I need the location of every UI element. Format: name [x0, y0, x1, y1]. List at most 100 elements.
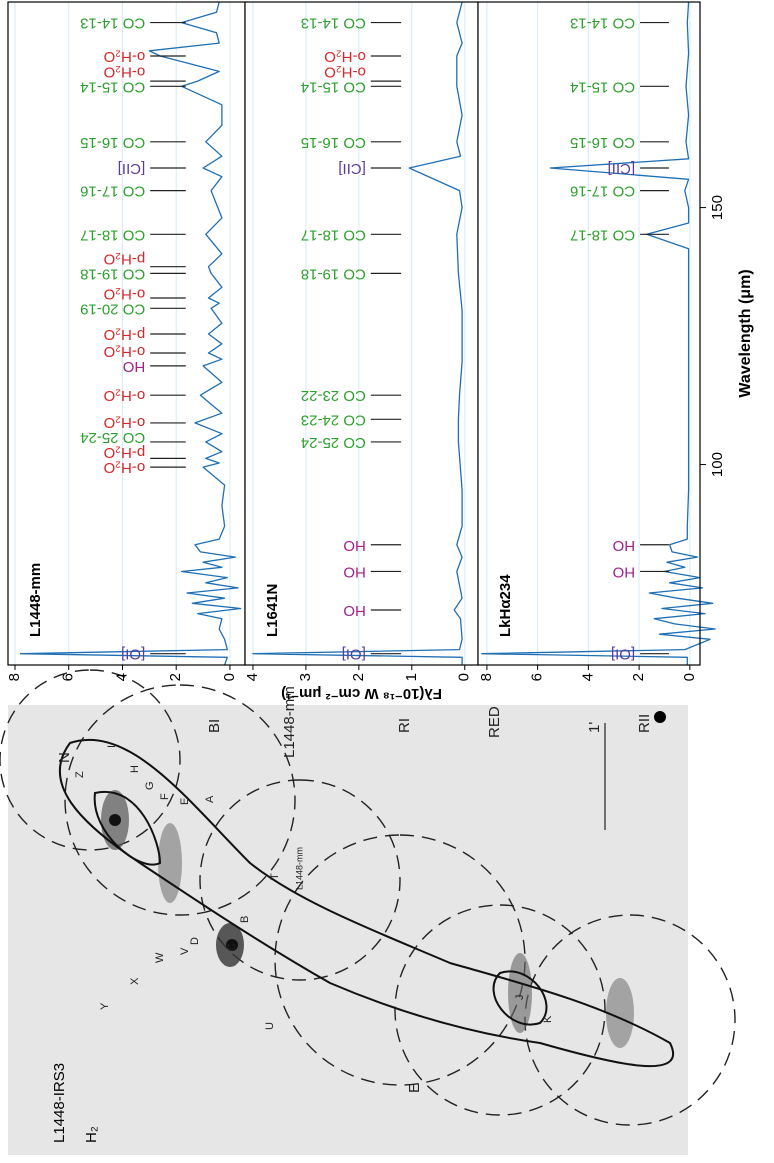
- y-tick-label: 6: [529, 673, 546, 681]
- line-label: [OI]: [121, 646, 145, 663]
- line-label: CO 19-18: [301, 265, 366, 282]
- line-label: CO 17-16: [570, 183, 635, 200]
- map-label: A: [204, 795, 216, 803]
- line-label: CO 17-16: [80, 183, 145, 200]
- line-label: CO 14-13: [80, 15, 145, 32]
- map-subtitle: H₂: [83, 1126, 100, 1143]
- map-label: L1448-mm: [281, 686, 298, 758]
- map-label: RED: [486, 706, 503, 738]
- map-label: Z: [74, 771, 86, 778]
- line-label: o-H₂O: [104, 48, 146, 65]
- panel-title: L1641N: [264, 584, 281, 637]
- line-label: [OI]: [611, 646, 635, 663]
- line-label: CO 15-14: [570, 78, 635, 95]
- star: [654, 711, 666, 723]
- y-tick-label: 4: [579, 673, 596, 681]
- map-label: F: [159, 793, 171, 800]
- line-label: CO 23-22: [301, 387, 366, 404]
- x-tick-label: 100: [709, 452, 726, 477]
- map-background: [8, 705, 688, 1155]
- line-label: [CII]: [118, 160, 146, 177]
- map-label: H: [129, 765, 141, 773]
- line-label: CO 15-14: [80, 78, 145, 95]
- map-label: BI: [206, 719, 223, 733]
- y-tick-label: 2: [350, 673, 367, 681]
- map-label: Y: [99, 1002, 111, 1010]
- line-label: HO: [343, 602, 366, 619]
- line-label: HO: [343, 537, 366, 554]
- map-label: L1448-mm: [294, 847, 304, 890]
- line-label: HO: [123, 358, 146, 375]
- line-label: o-H₂O: [104, 414, 146, 431]
- line-label: CO 16-15: [301, 134, 366, 151]
- map-label: I: [106, 745, 118, 748]
- line-label: CO 25-24: [301, 434, 366, 451]
- map-label: T: [269, 873, 281, 880]
- map-label: X: [129, 977, 141, 985]
- map-label: G: [144, 781, 156, 790]
- y-tick-label: 0: [456, 673, 473, 681]
- map-label: W: [154, 952, 166, 963]
- map-label: RII: [636, 714, 653, 733]
- y-tick-label: 4: [113, 673, 130, 681]
- y-tick-label: 1: [403, 673, 420, 681]
- y-tick-label: 3: [297, 673, 314, 681]
- map-label: V: [179, 947, 191, 955]
- spectrum-line: [252, 1, 463, 665]
- line-label: CO 25-24: [80, 429, 145, 446]
- x-tick-label: 150: [709, 195, 726, 220]
- x-axis-label: Wavelength (μm): [737, 269, 754, 397]
- line-label: o-H₂O: [104, 387, 146, 404]
- line-label: o-H₂O: [104, 63, 146, 80]
- line-label: CO 14-13: [301, 15, 366, 32]
- y-tick-label: 2: [630, 673, 647, 681]
- map-label: U: [264, 1022, 276, 1030]
- line-label: o-H₂O: [104, 459, 146, 476]
- map-contours: [58, 738, 674, 1068]
- line-label: [CII]: [608, 160, 636, 177]
- y-tick-label: 0: [681, 673, 698, 681]
- spectrum-line: [19, 1, 242, 666]
- line-label: HO: [613, 537, 636, 554]
- map-label: RI: [396, 718, 413, 733]
- y-tick-label: 6: [60, 673, 77, 681]
- line-label: HO: [613, 563, 636, 580]
- map-label: E: [406, 1083, 423, 1093]
- panel-title: L1448-mm: [27, 563, 44, 637]
- map-label: D: [189, 937, 201, 945]
- line-label: o-H₂O: [324, 48, 366, 65]
- y-axis-label: Fλ(10⁻¹⁸ W cm⁻² μm⁻¹): [281, 685, 442, 702]
- line-label: CO 16-15: [570, 134, 635, 151]
- line-label: [CII]: [338, 160, 366, 177]
- line-label: o-H₂O: [104, 285, 146, 302]
- line-label: CO 19-18: [80, 265, 145, 282]
- y-tick-label: 0: [221, 673, 238, 681]
- line-label: p-H₂O: [104, 326, 146, 343]
- map-label: N: [56, 752, 73, 763]
- panel-title: LkHα234: [497, 574, 514, 637]
- line-label: o-H₂O: [324, 63, 366, 80]
- map-label: E: [179, 798, 191, 805]
- landscape-figure: L1448-IRS3 H₂ NBI L1448-mm RI RED 1' RIIEUTAB…: [0, 1, 754, 1155]
- y-tick-label: 8: [6, 673, 23, 681]
- map-emission: [101, 790, 634, 1048]
- line-label: CO 18-17: [570, 226, 635, 243]
- line-label: CO 16-15: [80, 134, 145, 151]
- y-tick-label: 2: [167, 673, 184, 681]
- line-label: [OI]: [342, 646, 366, 663]
- map-title: L1448-IRS3: [51, 1063, 68, 1143]
- y-tick-label: 4: [244, 673, 261, 681]
- panel-background: [478, 2, 700, 665]
- line-label: CO 20-19: [80, 300, 145, 317]
- map-label: B: [239, 916, 251, 923]
- map-label: K: [542, 1015, 554, 1023]
- line-label: o-H₂O: [104, 343, 146, 360]
- line-label: CO 18-17: [301, 226, 366, 243]
- line-label: CO 18-17: [80, 226, 145, 243]
- map-label: C: [226, 943, 238, 951]
- line-label: p-H₂O: [104, 250, 146, 267]
- line-label: CO 14-13: [570, 15, 635, 32]
- line-label: p-H₂O: [104, 444, 146, 461]
- line-label: HO: [343, 563, 366, 580]
